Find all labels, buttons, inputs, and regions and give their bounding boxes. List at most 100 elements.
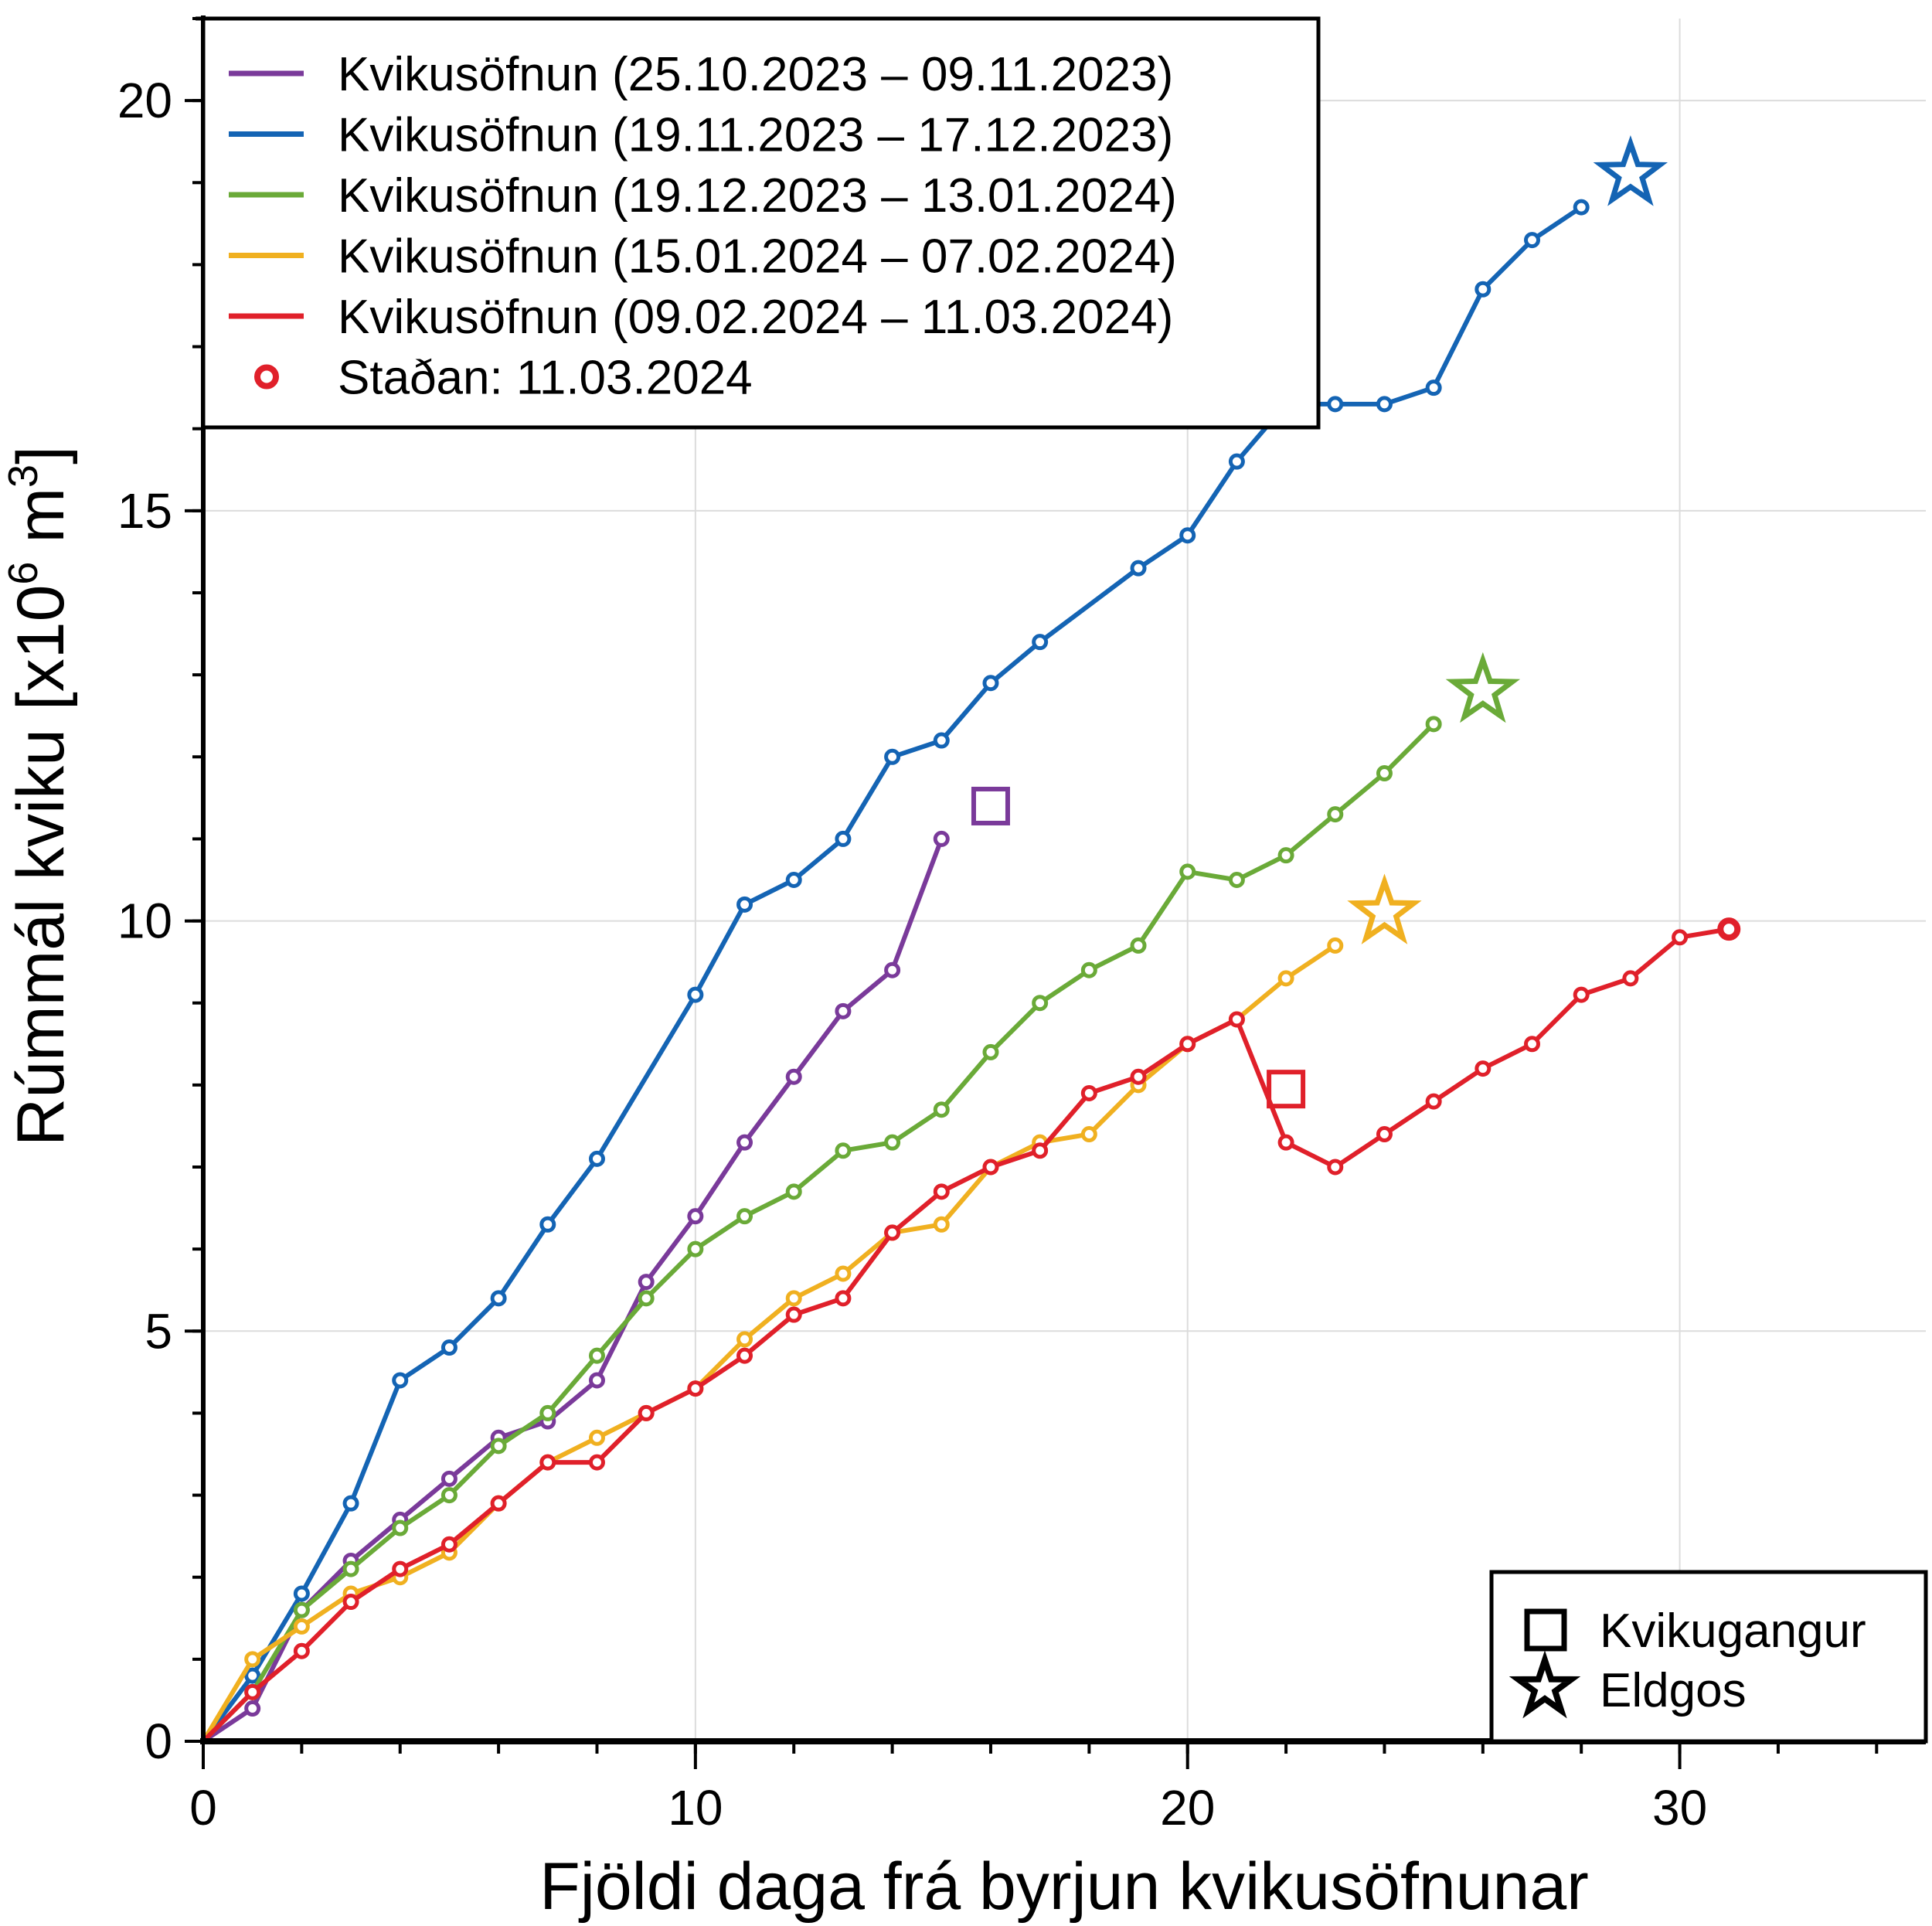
data-point [1130,1068,1147,1085]
data-point [785,1068,802,1085]
data-point [440,1470,457,1487]
data-point [1080,1126,1097,1143]
data-point [1228,872,1245,888]
data-point [293,1618,310,1635]
data-point [687,1240,704,1257]
data-point [933,1216,950,1233]
data-point [490,1290,507,1307]
series-line [201,722,1436,1744]
legend-item: Staðan: 11.03.2024 [254,352,753,405]
legend-item: Kvikusöfnun (19.12.2023 – 13.01.2024) [229,169,1177,223]
data-point [687,986,704,1003]
series-legend: Kvikusöfnun (25.10.2023 – 09.11.2023) Kvi… [201,16,1321,430]
data-point [884,748,901,765]
data-point [785,1306,802,1323]
data-point [1524,1036,1541,1053]
data-point [440,1339,457,1356]
legend-label: Kvikusöfnun (25.10.2023 – 09.11.2023) [338,48,1173,101]
series-layer [201,199,1741,1744]
series-2 [201,199,1590,1743]
data-point [1376,1126,1393,1143]
data-point [785,1183,802,1200]
data-point [342,1560,359,1577]
event-star-marker [1445,652,1521,723]
data-point [835,1002,852,1019]
x-tick-label: 10 [668,1780,723,1836]
legend-box [201,16,1321,430]
y-axis-title-close: ] [4,446,78,464]
data-point [1032,995,1049,1012]
data-point [1179,1036,1196,1053]
data-point [1179,863,1196,880]
data-point [933,732,950,749]
data-point [1032,634,1049,651]
data-point [539,1404,556,1421]
data-point [539,1454,556,1471]
legend-item: Kvikusöfnun (19.11.2023 – 17.12.2023) [229,109,1173,162]
data-point [490,1495,507,1512]
ticks: 0 10 20 30 0 5 10 15 20 [117,17,1879,1836]
data-point [440,1487,457,1504]
data-point [1425,716,1442,733]
legend-item: Kvikusöfnun (15.01.2024 – 07.02.2024) [229,230,1177,284]
data-point [1327,396,1344,413]
data-point [785,1290,802,1307]
data-point [1622,970,1639,987]
current-point-marker [1717,917,1741,941]
series-line [201,943,1337,1743]
data-point [687,1208,704,1225]
event-square-marker [971,786,1010,825]
legend-label: Kvikusöfnun (19.12.2023 – 13.01.2024) [338,169,1177,223]
symbol-legend-label-eldgos: Eldgos [1600,1664,1747,1717]
legend-label: Kvikusöfnun (19.11.2023 – 17.12.2023) [338,109,1173,162]
data-point [1277,1134,1294,1151]
data-point [835,1142,852,1159]
data-point [244,1700,261,1717]
data-point [244,1683,261,1700]
data-point [1228,453,1245,470]
data-point [785,872,802,888]
data-point [392,1560,409,1577]
data-point [1425,379,1442,396]
data-point [440,1536,457,1553]
data-point [588,1429,605,1446]
data-point [1376,396,1393,413]
data-point [342,1594,359,1611]
data-point [835,830,852,847]
data-point [835,1265,852,1282]
data-point [687,1380,704,1397]
legend-label: Kvikusöfnun (15.01.2024 – 07.02.2024) [338,230,1177,284]
data-point [588,1347,605,1364]
data-point [1524,232,1541,249]
data-point [1080,1084,1097,1101]
symbol-legend: Kvikugangur Eldgos [1489,1570,1928,1744]
data-point [1228,1011,1245,1028]
y-tick-label: 5 [145,1303,172,1359]
series-line [202,838,944,1744]
data-point [293,1601,310,1618]
y-tick-label: 10 [117,893,172,949]
data-point [1130,937,1147,954]
data-point [588,1150,605,1167]
data-point [1032,1142,1049,1159]
data-point [933,1183,950,1200]
legend-item: Kvikusöfnun (25.10.2023 – 09.11.2023) [229,48,1173,101]
data-point [736,1208,753,1225]
legend-label: Kvikusöfnun (09.02.2024 – 11.03.2024) [338,291,1173,344]
data-point [638,1404,655,1421]
data-point [490,1438,507,1455]
data-point [244,1651,261,1668]
event-star-marker [1593,135,1668,206]
y-axis-title: Rúmmál kviku [x106 m3] [0,446,78,1146]
series-5 [201,920,1737,1744]
data-point [293,1585,310,1602]
y-axis-title-sup-6: 6 [0,562,46,585]
data-point [1277,970,1294,987]
y-tick-label: 0 [145,1713,172,1769]
x-tick-label: 0 [189,1780,217,1836]
data-point [835,1290,852,1307]
data-point [933,830,950,847]
data-point [588,1454,605,1471]
data-point [1179,527,1196,544]
data-point [736,1347,753,1364]
